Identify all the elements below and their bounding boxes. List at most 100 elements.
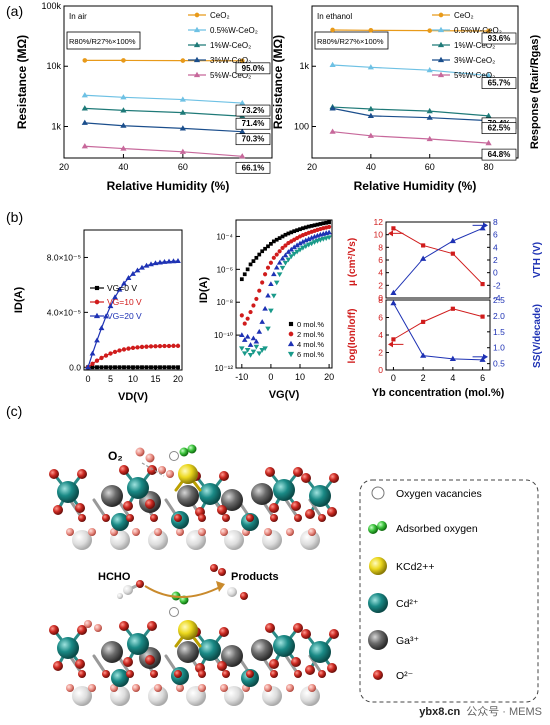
data-point: [292, 229, 297, 234]
data-point: [116, 286, 123, 292]
data-point: [104, 365, 108, 370]
data-point: [480, 314, 485, 319]
o2-molecule-atom: [158, 466, 166, 474]
data-point: [166, 258, 172, 264]
panel-label-c: (c): [6, 403, 22, 419]
data-point: [274, 252, 279, 257]
data-point: [81, 92, 88, 98]
oxygen-atom: [102, 514, 110, 522]
chart-b1: ID(A) VD(V) 0 5 10 15 200.04.0×10⁻⁵8.0×10⁻⁵ …: [13, 229, 183, 403]
data-point: [90, 361, 95, 366]
legend-label: 5%W-CeO₂: [454, 71, 495, 80]
data-point: [122, 365, 126, 370]
cadmium-atom: [199, 483, 221, 505]
chart-b4-ylabel-right: SS(V/decade): [532, 304, 543, 368]
legend-marker: [437, 41, 445, 48]
oxygen-atom: [150, 670, 158, 678]
y-tick-label-right: 2.5: [493, 295, 505, 305]
legend-label: VG=10 V: [107, 297, 142, 307]
data-point: [367, 105, 374, 112]
series-line-0: [332, 29, 489, 32]
data-point: [167, 365, 171, 370]
data-point: [253, 338, 260, 344]
data-point: [256, 351, 263, 357]
legend-marker: [94, 285, 100, 291]
lattice-atom-faded: [72, 686, 92, 706]
data-point: [391, 226, 396, 231]
data-point: [329, 105, 336, 111]
data-point: [120, 145, 127, 151]
oxygen-faded: [132, 528, 140, 536]
y-tick-label: 4.0×10⁻⁵: [47, 307, 81, 317]
data-point: [318, 222, 323, 226]
oxygen-atom: [327, 663, 337, 673]
data-point: [286, 231, 291, 236]
data-point: [245, 316, 250, 321]
legend-marker: [288, 321, 294, 327]
oxygen-atom: [293, 623, 303, 633]
data-point: [390, 299, 397, 306]
adsorbed-oxygen: [187, 444, 197, 454]
axis-arrowhead: [388, 230, 393, 237]
chart-b1-legend: VG=0 V VG=10 V VG=20 V: [90, 283, 142, 321]
y-tick-label-right: 2.0: [493, 311, 505, 321]
chart-b4: log(Ion/Ioff) SS(V/decade) Yb concentrat…: [347, 295, 543, 399]
data-point: [269, 241, 273, 246]
data-point: [89, 350, 96, 356]
oxygen-atom: [293, 467, 303, 477]
y-tick-label-left: 12: [374, 217, 384, 227]
series-line-2: [84, 107, 243, 117]
chart-a2-legend: CeO₂ 0.5%W-CeO₂ 1%W-CeO₂ 3%W-CeO₂ 5%W-CeO₂: [432, 11, 502, 80]
data-point: [254, 296, 259, 302]
legend-label: Adsorbed oxygen: [396, 523, 478, 535]
data-point: [265, 326, 271, 332]
data-point: [312, 223, 317, 228]
data-point: [239, 153, 246, 159]
data-point: [303, 244, 309, 250]
data-point: [157, 259, 163, 265]
oxygen-faded: [88, 528, 96, 536]
y-tick-label-left: 4: [378, 330, 383, 340]
chart-b2-ylabel: ID(A): [198, 277, 210, 304]
data-point: [247, 352, 254, 358]
y-tick-label: 1k: [51, 121, 61, 131]
data-point: [98, 325, 105, 331]
oxygen-atom: [270, 670, 278, 678]
data-point: [260, 280, 265, 285]
data-point: [126, 365, 131, 370]
x-tick-label: 20: [307, 162, 317, 172]
data-point: [263, 272, 268, 277]
series-line-0: [393, 227, 483, 285]
oxygen-atom: [198, 670, 206, 678]
data-point: [139, 344, 145, 350]
chart-b3-ylabel-left: μ (cm²/Vs): [347, 238, 358, 286]
data-point: [242, 321, 247, 326]
oxygen-atom: [291, 657, 301, 667]
data-point: [285, 257, 292, 263]
oxygen-faded: [264, 684, 272, 692]
data-point: [103, 313, 109, 319]
legend-yellow-sphere-icon: [369, 557, 387, 575]
data-point: [117, 348, 122, 353]
lattice-atom-faded: [224, 530, 244, 550]
data-point: [94, 337, 100, 343]
legend-gray-sphere-icon: [368, 630, 388, 650]
oxygen-atom: [49, 625, 59, 635]
cadmium-atom: [273, 479, 295, 501]
legend-label: Oxygen vacancies: [396, 488, 482, 500]
panel-label-b: (b): [6, 209, 23, 225]
data-point: [368, 27, 374, 33]
y-tick-label-left: 8: [378, 295, 383, 305]
oxygen-faded: [154, 528, 162, 536]
oxygen-faded: [308, 528, 316, 536]
data-point: [108, 365, 113, 370]
legend-label: 5%W-CeO₂: [210, 71, 251, 80]
oxygen-atom: [174, 670, 182, 678]
data-point: [256, 328, 263, 334]
data-point: [329, 61, 336, 68]
chart-b2: ID(A) VG(V) -10 0 10 20 10⁻¹² 10⁻¹⁰ 10⁻⁸ 10⁻⁶ 10…: [198, 219, 334, 401]
data-point: [244, 348, 251, 353]
legend-marker: [438, 12, 444, 18]
diagram-legend-box: [359, 479, 539, 703]
data-point: [253, 344, 260, 350]
